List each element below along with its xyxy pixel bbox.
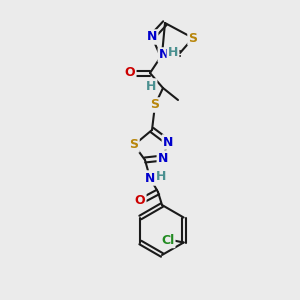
Text: N: N: [159, 49, 169, 62]
Text: N: N: [147, 31, 157, 44]
Text: O: O: [135, 194, 145, 206]
Text: Cl: Cl: [161, 234, 174, 247]
Text: N: N: [163, 136, 173, 148]
Text: N: N: [158, 152, 168, 164]
Text: H: H: [156, 169, 166, 182]
Text: N: N: [145, 172, 155, 184]
Text: S: S: [151, 98, 160, 112]
Text: S: S: [188, 32, 197, 44]
Text: H: H: [146, 80, 156, 92]
Text: O: O: [125, 67, 135, 80]
Text: S: S: [130, 139, 139, 152]
Text: H: H: [168, 46, 178, 59]
